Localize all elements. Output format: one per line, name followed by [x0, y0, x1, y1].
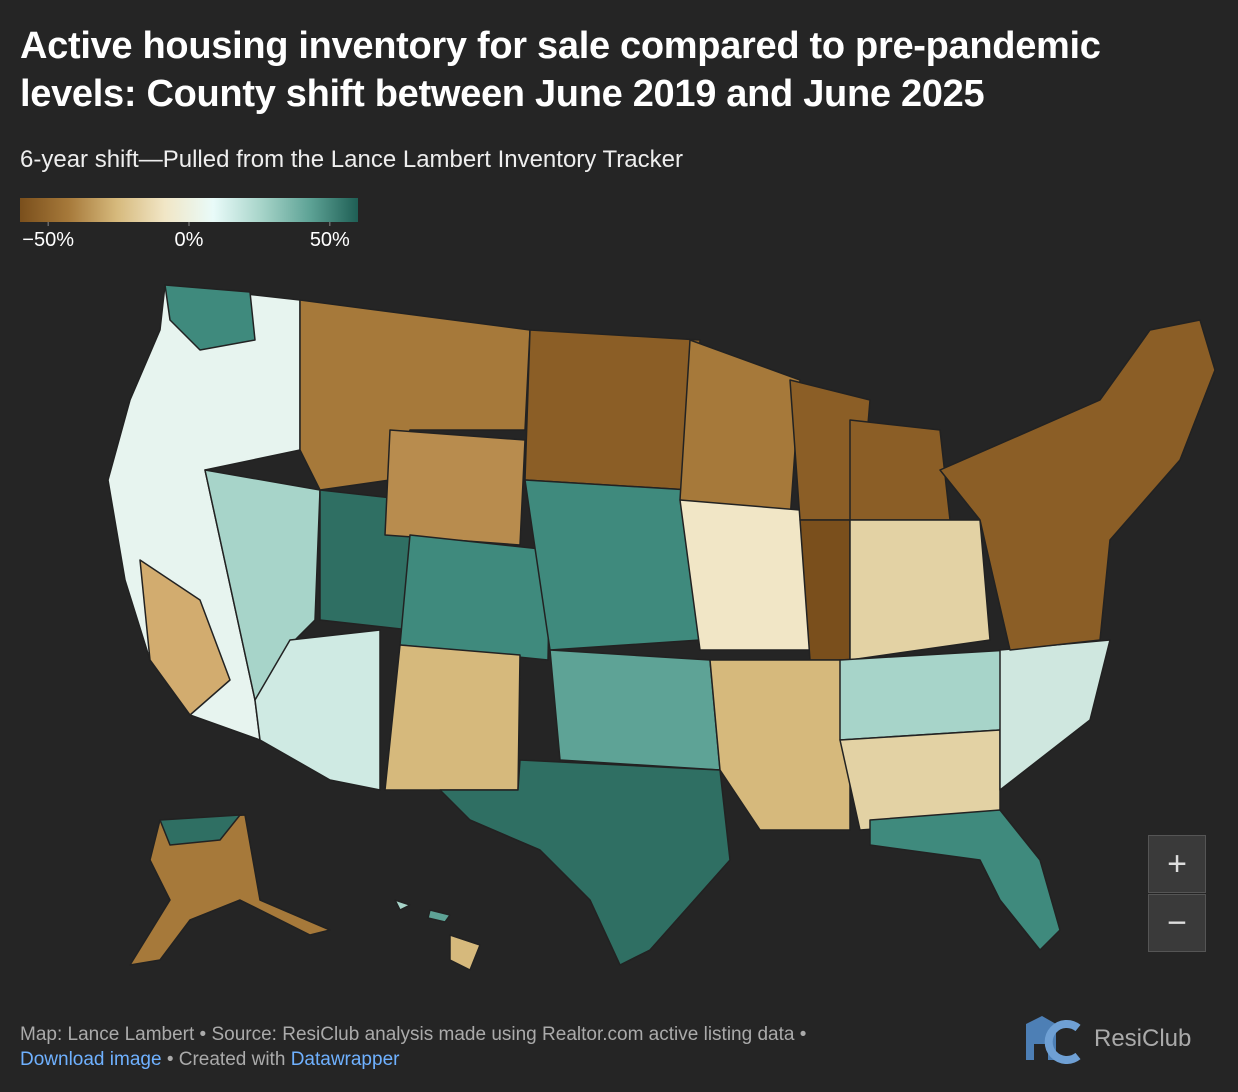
region-hawaii-3	[449, 934, 481, 971]
region-colorado	[399, 534, 551, 661]
region-alaska-north	[159, 814, 241, 846]
region-dakotas	[524, 329, 701, 491]
region-wyoming	[384, 429, 526, 546]
region-carolinas	[999, 639, 1111, 791]
datawrapper-link[interactable]: Datawrapper	[290, 1049, 400, 1070]
region-michigan	[849, 419, 951, 521]
legend-bar	[20, 198, 358, 222]
region-tennessee-kentucky	[839, 649, 1011, 741]
region-texas	[439, 759, 731, 966]
legend-label: 0%	[175, 229, 204, 251]
footer: Map: Lance Lambert • Source: ResiClub an…	[20, 1022, 806, 1072]
logo-mark	[1026, 1016, 1081, 1064]
region-hawaii-1	[394, 899, 411, 911]
region-washington	[164, 284, 256, 351]
region-alaska	[129, 814, 331, 966]
region-oklahoma	[549, 649, 721, 771]
region-new-mexico	[384, 644, 521, 791]
region-florida	[869, 809, 1061, 951]
zoom-in[interactable]: +	[1148, 835, 1206, 893]
legend: −50% 0% 50%	[20, 198, 358, 251]
map	[107, 284, 1216, 971]
subtitle: 6-year shift—Pulled from the Lance Lambe…	[20, 146, 683, 173]
download-link[interactable]: Download image	[20, 1049, 162, 1070]
region-iowa-missouri	[679, 499, 811, 651]
legend-label: 50%	[310, 229, 350, 251]
created-with: • Created with	[166, 1049, 286, 1070]
region-southern-california	[139, 559, 231, 716]
legend-label: −50%	[22, 229, 74, 251]
region-minnesota	[679, 339, 801, 521]
title: Active housing inventory for sale compar…	[20, 25, 1101, 115]
region-indiana-ohio	[849, 519, 991, 661]
zoom-out[interactable]: −	[1148, 894, 1206, 952]
region-arizona	[254, 629, 381, 791]
logo-text: ResiClub	[1094, 1025, 1192, 1052]
region-hawaii-2	[427, 909, 451, 923]
footer-links: Download image • Created with Datawrappe…	[20, 1047, 806, 1072]
logo: ResiClub	[1022, 1014, 1191, 1064]
region-arkansas-louisiana	[709, 659, 851, 831]
footer-credit: Map: Lance Lambert • Source: ResiClub an…	[20, 1024, 807, 1045]
region-nebraska-kansas	[524, 479, 701, 651]
region-northeast	[939, 319, 1216, 651]
